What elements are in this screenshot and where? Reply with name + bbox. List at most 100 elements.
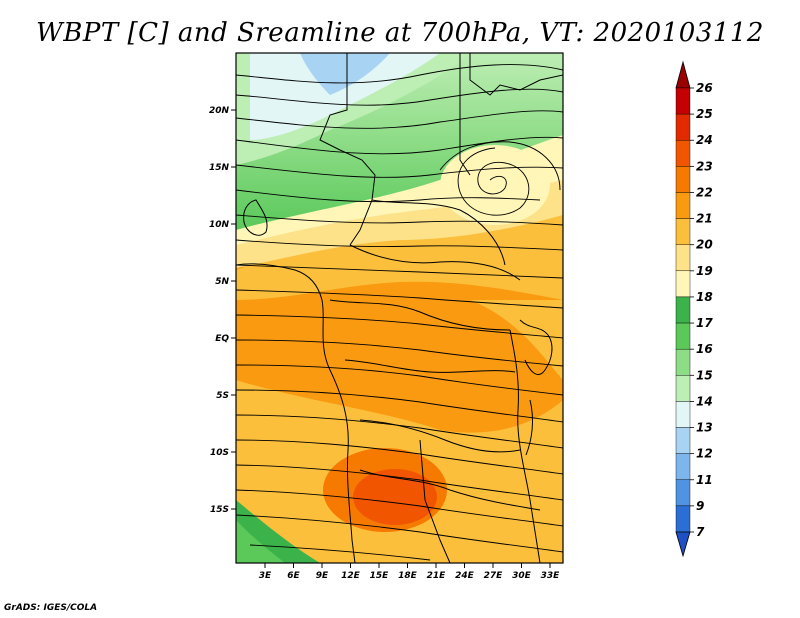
colorbar-segment [675,192,691,219]
streamline [236,389,563,423]
colorbar-label: 18 [696,290,713,304]
streamlines [236,64,563,561]
colorbar-label: 12 [696,447,713,461]
streamline [236,314,563,339]
colorbar-segment [675,505,691,533]
colorbar-segment [675,401,691,428]
lat-label: EQ [215,334,229,344]
streamline [236,136,563,155]
streamline [236,214,563,226]
border [329,299,511,331]
lat-label: 15N [209,163,230,173]
streamline [236,439,563,475]
field-pale-blue [250,53,440,140]
lon-label: 18E [398,571,418,581]
lon-label: 33E [541,571,561,581]
lat-label: 5N [215,277,229,287]
colorbar-max-arrow [675,60,691,89]
lat-label: 5S [216,391,229,401]
streamline [236,489,563,527]
colorbar-segment [675,453,691,480]
border [419,439,451,563]
footer-credit: GrADS: IGES/COLA [4,603,98,613]
colorbar-label: 21 [696,212,713,226]
streamline [236,164,563,178]
coastline-west [236,263,356,563]
border [359,469,541,511]
border [509,329,541,563]
colorbar-segment [675,375,691,402]
border [459,53,471,176]
colorbar-segment [675,322,691,350]
lon-label: 12E [341,571,361,581]
latitude-axis: 20N 15N 10N 5N EQ 5S 10S 15S [209,106,236,515]
streamline [236,239,563,251]
lat-label: 20N [209,106,230,116]
lake [519,319,553,375]
colorbar-label: 25 [696,107,713,121]
lon-label: 27E [484,571,504,581]
streamline [236,289,563,309]
streamline [236,64,563,84]
streamline [236,339,563,367]
colorbar-label: 13 [696,421,713,435]
streamline [236,364,563,396]
border [359,419,521,453]
streamline [236,514,563,553]
colorbar-label: 7 [696,525,705,539]
streamline [236,264,563,279]
field-blue [300,53,390,95]
map-frame [235,52,564,564]
colorbar-segment [675,87,691,115]
colorbar-label: 9 [696,499,704,513]
field-sw-green-light [236,520,285,563]
border [371,199,506,266]
colorbar-label: 20 [696,238,713,252]
colorbar-segment [675,427,691,454]
lon-label: 30E [512,571,532,581]
map-title: WBPT [C] and Sreamline at 700hPa, VT: 20… [36,18,764,48]
streamline-swirl [457,147,530,216]
colorbar-label: 11 [696,473,713,487]
colorbar-segment [675,113,691,141]
border [344,359,516,373]
colorbar-label: 24 [696,133,713,147]
streamline [236,88,563,106]
colorbar-label: 22 [696,185,713,199]
lake [243,199,268,236]
lon-label: 15E [370,571,390,581]
streamline [236,110,563,129]
streamline [236,464,563,501]
field-core-23 [353,469,437,525]
colorbar-segment [675,218,691,245]
colorbar-label: 23 [696,159,713,173]
country-borders [236,53,563,563]
lon-label: 21E [427,571,447,581]
colorbar-label: 17 [696,316,713,330]
wbpt-field [236,53,563,563]
colorbar-label: 19 [696,264,713,278]
lat-label: 15S [210,505,229,515]
colorbar-min-arrow [675,531,691,558]
lon-label: 24E [455,571,475,581]
colorbar-label: 14 [696,394,713,408]
lake [525,399,534,456]
lon-label: 6E [287,571,300,581]
field-band-20-east [470,300,563,380]
colorbar-label: 15 [696,368,713,382]
border [319,53,376,246]
streamline [249,544,431,561]
lon-label: 3E [259,571,272,581]
border [469,53,563,96]
colorbar-segment [675,296,691,324]
streamline [236,189,541,203]
colorbar-label: 16 [696,342,713,356]
lon-label: 9E [316,571,329,581]
field-cyclone-cell [440,145,550,225]
colorbar-segment [675,244,691,272]
colorbar-segment [675,348,691,376]
colorbar-segment [675,166,691,193]
border [349,244,521,281]
longitude-axis: 3E 6E 9E 12E 15E 18E 21E 24E 27E 30E 33E [259,563,560,581]
